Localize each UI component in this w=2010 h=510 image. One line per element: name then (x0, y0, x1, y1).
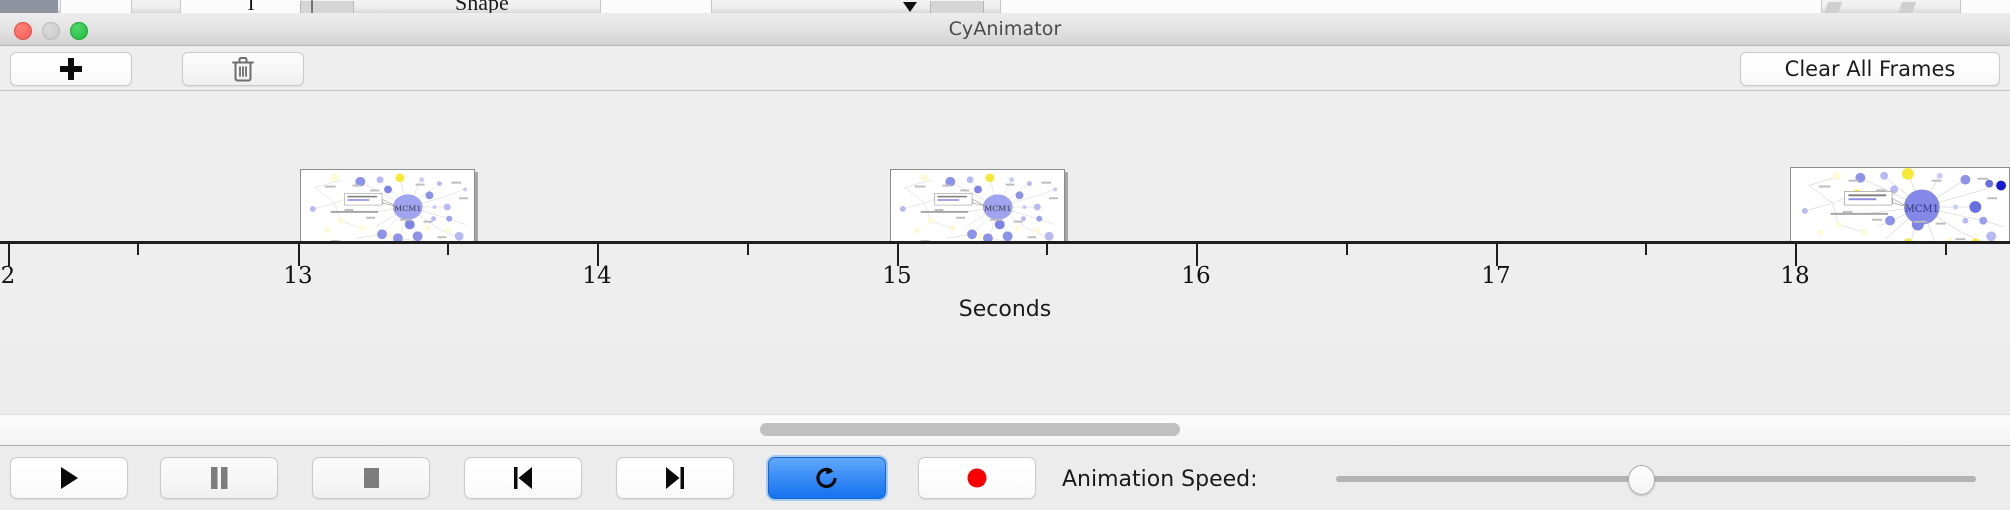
add-frame-button[interactable] (10, 52, 132, 86)
slider-knob[interactable] (1628, 465, 1655, 495)
clear-all-frames-button[interactable]: Clear All Frames (1740, 52, 2000, 86)
background-window-strip: T | Shape (0, 0, 2010, 13)
ruler-label: 14 (582, 263, 612, 289)
clear-all-frames-label: Clear All Frames (1784, 57, 1956, 81)
svg-text:MCM1: MCM1 (394, 204, 421, 213)
skip-end-icon (666, 467, 684, 489)
ruler-label: 16 (1181, 263, 1211, 289)
background-window-segment (600, 0, 712, 13)
network-thumbnail: MCM1 (301, 170, 474, 246)
play-icon (61, 467, 78, 489)
ruler-tick-major (1496, 244, 1498, 266)
ruler-axis-title: Seconds (958, 297, 1052, 322)
background-window-segment (1960, 0, 2010, 13)
loop-icon (816, 467, 837, 489)
ruler-tick-minor (747, 244, 749, 255)
close-button[interactable] (14, 22, 32, 40)
ruler-tick-major (1196, 244, 1198, 266)
ruler-tick-minor (1346, 244, 1348, 255)
timeline-frame-thumbnail[interactable]: MCM1 (1790, 167, 2010, 249)
frame-toolbar: Clear All Frames (0, 46, 2010, 91)
background-window-segment (1000, 0, 1822, 13)
stop-icon (364, 468, 379, 488)
background-window-box (300, 1, 354, 13)
minimize-button[interactable] (42, 22, 60, 40)
svg-text:MCM1: MCM1 (984, 204, 1011, 213)
background-caret-icon (903, 2, 917, 12)
background-glyph: T (245, 0, 258, 13)
play-button[interactable] (10, 457, 128, 499)
background-window-box (930, 1, 984, 13)
ruler-tick-minor (1046, 244, 1048, 255)
timeline-ruler[interactable]: 2 13 14 15 16 17 18 Seconds (0, 241, 2010, 341)
ruler-label: 17 (1481, 263, 1511, 289)
background-shape-label: Shape (455, 0, 509, 13)
background-tick (1823, 2, 1843, 13)
skip-to-end-button[interactable] (616, 457, 734, 499)
ruler-tick-minor (1945, 244, 1947, 255)
ruler-tick-major (8, 244, 10, 266)
timeline-horizontal-scrollbar[interactable] (0, 414, 2010, 445)
window-titlebar: CyAnimator (0, 13, 2010, 46)
network-thumbnail: MCM1 (1791, 168, 2009, 248)
timeline-frame-thumbnail[interactable]: MCM1 (300, 169, 475, 247)
skip-start-icon (514, 467, 532, 489)
ruler-label: 18 (1780, 263, 1810, 289)
trash-icon (232, 57, 254, 82)
delete-frame-button[interactable] (182, 52, 304, 86)
ruler-label: 2 (0, 263, 16, 289)
record-button[interactable] (918, 457, 1036, 499)
playback-control-bar: Animation Speed: (0, 445, 2010, 510)
loop-button[interactable] (768, 457, 886, 499)
background-window-segment (180, 0, 302, 13)
background-window-segment (60, 0, 132, 13)
record-icon (967, 468, 987, 488)
skip-to-start-button[interactable] (464, 457, 582, 499)
svg-text:MCM1: MCM1 (1905, 204, 1939, 215)
ruler-label: 15 (882, 263, 912, 289)
ruler-tick-minor (137, 244, 139, 255)
timeline-frame-thumbnail[interactable]: MCM1 (890, 169, 1065, 247)
stop-button[interactable] (312, 457, 430, 499)
ruler-tick-minor (1645, 244, 1647, 255)
network-thumbnail: MCM1 (891, 170, 1064, 246)
ruler-tick-minor (447, 244, 449, 255)
animation-speed-slider[interactable] (1336, 465, 1976, 495)
pause-button[interactable] (160, 457, 278, 499)
ruler-tick-major (298, 244, 300, 266)
animation-speed-label: Animation Speed: (1062, 467, 1258, 492)
background-glyph: | (310, 0, 315, 13)
pause-icon (211, 467, 228, 489)
ruler-tick-major (1795, 244, 1797, 266)
ruler-label: 13 (283, 263, 313, 289)
ruler-tick-major (897, 244, 899, 266)
scrollbar-thumb[interactable] (760, 423, 1180, 436)
plus-icon (60, 58, 82, 80)
background-tick (1897, 2, 1917, 13)
window-title: CyAnimator (948, 18, 1062, 40)
maximize-button[interactable] (70, 22, 88, 40)
ruler-baseline (0, 241, 2010, 244)
background-window-titlebar-chunk (0, 0, 58, 13)
ruler-tick-major (597, 244, 599, 266)
